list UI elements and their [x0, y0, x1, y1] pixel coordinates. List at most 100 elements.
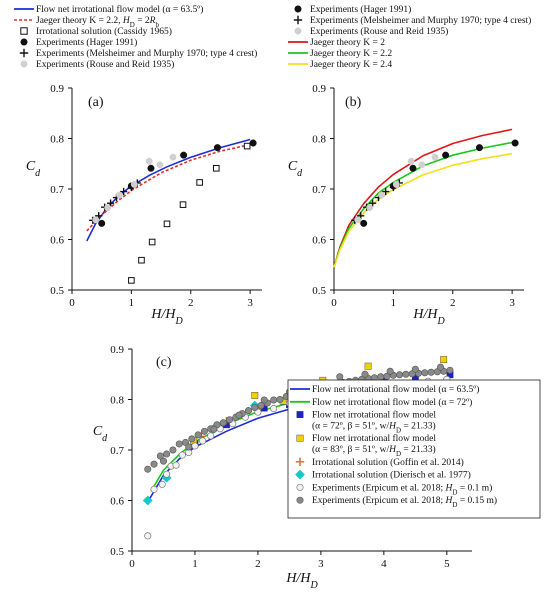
x-axis-label: H/HD [285, 571, 318, 591]
legend-swatch [20, 60, 28, 68]
legend: Flow net irrotational flow model (α = 63… [287, 379, 541, 519]
legend-label: (α = 72º, β = 51º, w/HD = 21.33) [312, 420, 436, 434]
data-point [257, 402, 265, 410]
data-point [244, 407, 252, 415]
x-tick-label: 3 [247, 297, 253, 309]
data-point [142, 495, 153, 506]
legend-swatch [296, 496, 304, 504]
data-point [188, 435, 196, 443]
x-tick-label: 5 [444, 558, 450, 570]
data-point [179, 201, 187, 208]
x-tick-label: 4 [381, 558, 387, 570]
legend-label: Flow net irrotational flow model (α = 63… [312, 384, 479, 395]
legend-swatch [296, 411, 304, 418]
data-point [169, 446, 177, 454]
chart-panel-1: 0.5 0.6 0.7 0.8 0.9 0 1 2 3 Cd H/HD (a) Flow net irr… [14, 4, 262, 327]
legend-label: Irrotational solution (Dierisch et al. 1… [312, 470, 471, 481]
data-point [411, 365, 419, 373]
y-tick-label: 0.9 [312, 83, 326, 95]
data-point [175, 440, 183, 448]
data-point [163, 220, 171, 228]
data-point [368, 199, 377, 207]
data-point [409, 164, 417, 172]
data-point [120, 187, 128, 196]
legend-swatch [294, 5, 302, 13]
data-point [200, 427, 208, 435]
y-tick-label: 0.6 [50, 235, 64, 247]
legend-label: Jaeger theory K = 2.2 [310, 49, 392, 59]
legend-label: Experiments (Rouse and Reid 1935) [310, 26, 448, 37]
x-tick-label: 2 [188, 297, 194, 309]
data-point [198, 437, 207, 445]
data-point [207, 432, 215, 440]
legend-label: Irrotational solution (Cassidy 1965) [36, 26, 172, 37]
data-point [251, 392, 259, 399]
series-line [333, 141, 513, 268]
y-tick-label: 0.7 [50, 184, 64, 196]
data-point [396, 371, 404, 379]
data-point [92, 216, 100, 224]
data-point [144, 465, 152, 473]
legend-label: Experiments (Rouse and Reid 1935) [36, 59, 174, 70]
legend-swatch [294, 27, 302, 35]
data-point [144, 532, 152, 540]
data-point [212, 164, 220, 172]
x-axis-label: H/HD [412, 307, 445, 327]
legend-label: (α = 83º, β = 51º, w/HD = 21.33) [312, 444, 436, 458]
y-tick-label: 0.8 [312, 134, 326, 146]
legend-label: Experiments (Hager 1991) [310, 4, 411, 15]
x-axis-label: H/HD [150, 307, 183, 327]
data-point [194, 431, 202, 439]
x-tick-label: 3 [509, 297, 515, 309]
data-point [163, 450, 171, 458]
legend-label: Jaeger theory K = 2.4 [310, 60, 392, 70]
legend-label: Flow net irrotational flow model (α = 63… [36, 4, 203, 15]
data-point [116, 191, 123, 199]
chart-panel-3: 0.5 0.6 0.7 0.8 0.9 0 1 2 3 4 5 Cd H/HD (c) Flow net i… [93, 344, 541, 591]
data-point [378, 191, 385, 199]
y-axis-label: Cd [288, 159, 303, 179]
legend-swatch [295, 469, 305, 480]
data-point [407, 157, 415, 165]
data-point [138, 256, 145, 264]
panel-label: (a) [88, 95, 104, 110]
series-group [333, 128, 519, 268]
data-point [185, 443, 193, 451]
data-point [158, 480, 166, 488]
x-tick-label: 1 [192, 558, 198, 570]
data-point [213, 144, 221, 152]
series-group [86, 138, 257, 284]
legend-label: Experiments (Melsheimer and Murphy 1970;… [36, 48, 257, 59]
legend-label: Experiments (Erpicum et al. 2018; HD = 0… [312, 495, 497, 509]
data-point [150, 460, 158, 468]
y-tick-label: 0.5 [312, 285, 326, 297]
data-point [421, 369, 429, 377]
data-point [354, 216, 362, 224]
legend-label: Flow net irrotational flow model (α = 72… [312, 397, 472, 408]
y-tick-label: 0.7 [312, 184, 326, 196]
data-point [150, 485, 158, 493]
data-point [159, 457, 167, 465]
x-tick-label: 1 [129, 297, 135, 309]
x-tick-label: 0 [331, 297, 337, 309]
data-point [128, 277, 135, 284]
y-tick-label: 0.8 [50, 134, 64, 146]
data-point [382, 187, 390, 196]
data-point [169, 153, 177, 161]
data-point [147, 164, 155, 172]
legend-swatch [20, 27, 28, 35]
x-tick-label: 1 [391, 297, 397, 309]
legend-label: Experiments (Hager 1991) [36, 37, 137, 48]
data-point [511, 139, 519, 147]
data-point [260, 396, 268, 404]
panel-label: (c) [156, 355, 172, 370]
legend-label: Experiments (Erpicum et al. 2018; HD = 0… [312, 482, 492, 496]
data-point [402, 370, 410, 378]
legend-label: Irrotational solution (Goffin et al. 201… [312, 457, 464, 468]
data-point [249, 139, 257, 147]
data-point [145, 157, 153, 165]
legend-label: Experiments (Melsheimer and Murphy 1970;… [310, 15, 531, 26]
data-point [361, 370, 369, 378]
data-point [98, 219, 106, 227]
